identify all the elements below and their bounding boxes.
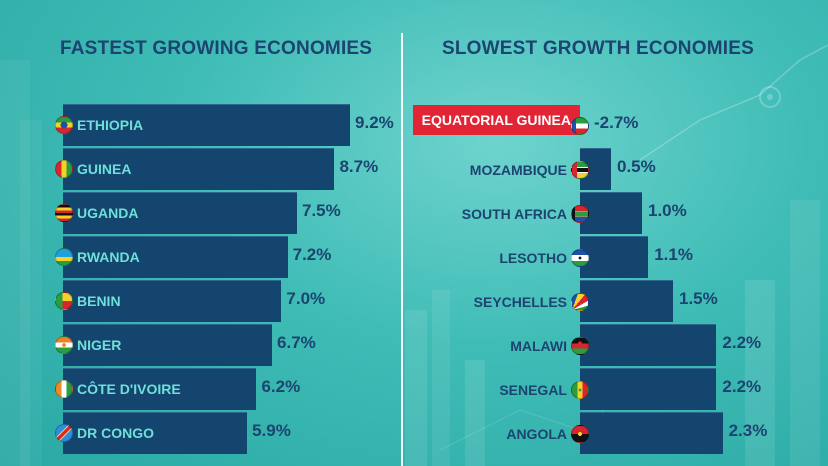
category-label: GUINEA <box>77 161 132 177</box>
value-label: 6.2% <box>261 377 301 396</box>
value-label: 9.2% <box>355 113 394 132</box>
panel-divider <box>401 33 403 466</box>
value-label: 7.0% <box>286 289 326 308</box>
ethiopia-flag-icon <box>55 116 73 134</box>
bar-senegal <box>580 368 717 410</box>
value-label: 2.3% <box>728 421 768 440</box>
bar-seychelles <box>580 280 673 322</box>
category-label: SOUTH AFRICA <box>461 206 567 222</box>
slowest-growth-title: SLOWEST GROWTH ECONOMIES <box>442 38 754 59</box>
rwanda-flag-icon <box>55 248 73 266</box>
category-label: ANGOLA <box>506 426 567 442</box>
niger-flag-icon <box>55 336 73 354</box>
category-label: LESOTHO <box>499 250 567 266</box>
value-label: 2.2% <box>722 377 762 396</box>
category-label: CÔTE D'IVOIRE <box>77 381 181 397</box>
category-label: UGANDA <box>77 205 139 221</box>
value-label: 1.5% <box>679 289 718 308</box>
category-label: ETHIOPIA <box>77 117 144 133</box>
guinea-flag-icon <box>55 160 73 178</box>
value-label: 2.2% <box>722 333 762 352</box>
category-label: BENIN <box>77 293 121 309</box>
bar-c-te-d-ivoire <box>63 368 257 410</box>
dr-congo-flag-icon <box>55 424 73 442</box>
bar-guinea <box>63 148 335 190</box>
category-label: NIGER <box>77 337 122 353</box>
category-label: MALAWI <box>510 338 567 354</box>
benin-flag-icon <box>55 292 73 310</box>
bar-benin <box>63 280 282 322</box>
value-label: 0.5% <box>617 157 656 176</box>
category-label: SEYCHELLES <box>473 294 567 310</box>
category-label: RWANDA <box>77 249 140 265</box>
bar-dr-congo <box>63 412 248 454</box>
bar-rwanda <box>63 236 288 278</box>
fastest-growing-title: FASTEST GROWING ECONOMIES <box>60 38 373 59</box>
uganda-flag-icon <box>55 204 73 222</box>
value-label: 1.0% <box>648 201 687 220</box>
category-label: DR CONGO <box>77 425 154 441</box>
seychelles-flag-icon <box>571 293 589 311</box>
bar-ethiopia <box>63 104 351 146</box>
value-label: 6.7% <box>277 333 316 352</box>
malawi-flag-icon <box>571 337 589 355</box>
lesotho-flag-icon <box>571 249 589 267</box>
category-label: SENEGAL <box>499 382 567 398</box>
value-label: 7.5% <box>302 201 341 220</box>
value-label: -2.7% <box>594 113 639 132</box>
bar-malawi <box>580 324 717 366</box>
bar-lesotho <box>580 236 649 278</box>
value-label: 8.7% <box>339 157 379 176</box>
bar-uganda <box>63 192 297 234</box>
south-africa-flag-icon <box>571 205 589 223</box>
value-label: 1.1% <box>654 245 693 264</box>
angola-flag-icon <box>571 425 589 443</box>
bar-niger <box>63 324 273 366</box>
equatorial-guinea-flag-icon <box>571 117 589 135</box>
bar-angola <box>580 412 723 454</box>
highlight-bar-equatorial-guinea: EQUATORIAL GUINEA <box>412 105 580 135</box>
bar-south-africa <box>580 192 642 234</box>
category-label: MOZAMBIQUE <box>469 162 567 178</box>
mozambique-flag-icon <box>571 161 589 179</box>
value-label: 7.2% <box>292 245 332 264</box>
cote-divoire-flag-icon <box>55 380 73 398</box>
senegal-flag-icon <box>571 381 589 399</box>
value-label: 5.9% <box>252 421 291 440</box>
